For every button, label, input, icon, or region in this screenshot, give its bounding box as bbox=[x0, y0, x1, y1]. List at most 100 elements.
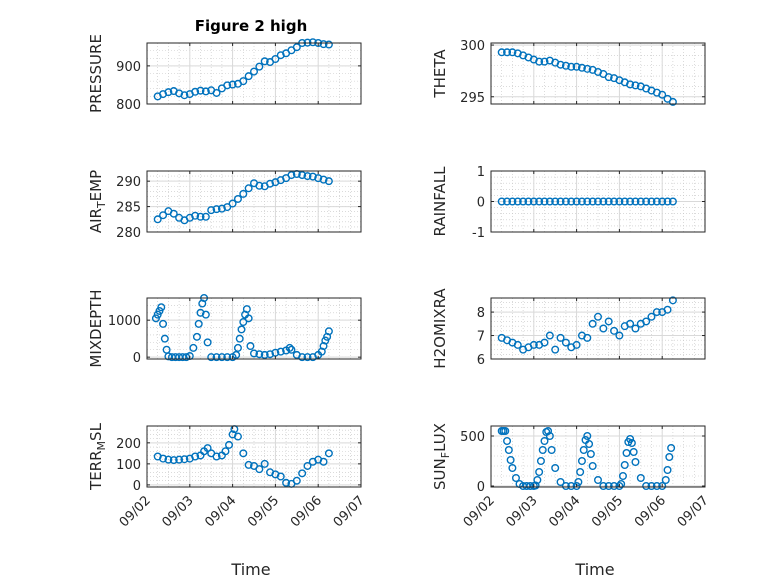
data-point bbox=[668, 296, 677, 305]
data-point bbox=[223, 81, 232, 90]
data-point bbox=[223, 203, 232, 212]
data-point bbox=[631, 458, 640, 467]
data-point bbox=[561, 61, 570, 70]
data-point bbox=[212, 88, 221, 97]
data-point bbox=[244, 72, 253, 81]
data-point bbox=[157, 303, 166, 312]
x-axis-label-left: Time bbox=[230, 560, 270, 579]
data-point bbox=[319, 40, 328, 49]
data-point bbox=[308, 172, 317, 181]
data-point bbox=[540, 57, 549, 66]
data-point bbox=[233, 194, 242, 203]
data-point bbox=[627, 439, 636, 448]
data-point bbox=[508, 464, 517, 473]
data-point bbox=[255, 350, 264, 359]
data-point bbox=[663, 197, 672, 206]
data-point bbox=[572, 197, 581, 206]
series-markers bbox=[151, 294, 333, 362]
data-point bbox=[545, 331, 554, 340]
data-point bbox=[319, 457, 328, 466]
data-point bbox=[668, 197, 677, 206]
y-axis-label: PRESSURE bbox=[87, 34, 105, 113]
y-axis-label: H2OMIXRA bbox=[431, 288, 449, 369]
data-point bbox=[572, 62, 581, 71]
y-axis-label: THETA bbox=[431, 49, 449, 99]
data-point bbox=[217, 204, 226, 213]
data-point bbox=[668, 97, 677, 106]
data-point bbox=[647, 482, 656, 491]
data-point bbox=[239, 449, 248, 458]
data-point bbox=[201, 310, 210, 319]
series-markers bbox=[497, 197, 677, 206]
y-tick-label: 0 bbox=[477, 196, 485, 211]
y-tick-label: 280 bbox=[116, 226, 141, 241]
data-point bbox=[551, 197, 560, 206]
data-point bbox=[576, 468, 585, 477]
data-point bbox=[618, 472, 627, 481]
data-point bbox=[203, 338, 212, 347]
data-point bbox=[324, 449, 333, 458]
x-axis-label: Time bbox=[230, 560, 270, 579]
data-point bbox=[196, 212, 205, 221]
data-point bbox=[292, 43, 301, 52]
data-point bbox=[282, 478, 291, 487]
data-point bbox=[642, 197, 651, 206]
data-point bbox=[631, 81, 640, 90]
data-point bbox=[663, 305, 672, 314]
data-point bbox=[255, 181, 264, 190]
data-point bbox=[506, 456, 515, 465]
data-point bbox=[626, 197, 635, 206]
data-point bbox=[303, 172, 312, 181]
data-point bbox=[661, 476, 670, 485]
data-point bbox=[285, 343, 294, 352]
y-tick-label: 6 bbox=[477, 353, 485, 368]
data-point bbox=[501, 427, 510, 436]
data-point bbox=[324, 327, 333, 336]
data-point bbox=[246, 342, 255, 351]
data-point bbox=[574, 478, 583, 487]
data-point bbox=[652, 197, 661, 206]
data-point bbox=[164, 455, 173, 464]
data-point bbox=[225, 440, 234, 449]
data-point bbox=[588, 462, 597, 471]
series-markers bbox=[497, 296, 677, 354]
data-point bbox=[556, 333, 565, 342]
data-point bbox=[298, 171, 307, 180]
data-point bbox=[647, 197, 656, 206]
data-point bbox=[497, 197, 506, 206]
subplot-2: 295 300 THETA bbox=[431, 39, 706, 106]
y-tick-label: -1 bbox=[472, 226, 485, 241]
data-point bbox=[508, 48, 517, 57]
data-point bbox=[594, 476, 603, 485]
data-point bbox=[577, 63, 586, 72]
data-point bbox=[180, 455, 189, 464]
y-tick-label: 500 bbox=[460, 430, 485, 445]
data-point bbox=[235, 334, 244, 343]
data-point bbox=[175, 455, 184, 464]
data-point bbox=[583, 197, 592, 206]
data-point bbox=[583, 333, 592, 342]
data-point bbox=[319, 175, 328, 184]
data-point bbox=[615, 197, 624, 206]
data-point bbox=[513, 197, 522, 206]
subplot-4: -1 0 1 RAINFALL bbox=[431, 165, 706, 241]
data-point bbox=[586, 450, 595, 459]
data-point bbox=[642, 317, 651, 326]
data-point bbox=[647, 312, 656, 321]
data-point bbox=[503, 48, 512, 57]
data-point bbox=[636, 197, 645, 206]
data-point bbox=[249, 67, 258, 76]
data-point bbox=[153, 215, 162, 224]
data-point bbox=[536, 457, 545, 466]
data-point bbox=[287, 171, 296, 180]
data-point bbox=[594, 312, 603, 321]
subplot-1: 800 900 PRESSURE bbox=[87, 34, 362, 113]
data-point bbox=[561, 338, 570, 347]
data-point bbox=[551, 345, 560, 354]
data-point bbox=[599, 482, 608, 491]
data-point bbox=[583, 64, 592, 73]
grid bbox=[147, 43, 361, 104]
data-point bbox=[588, 197, 597, 206]
data-point bbox=[567, 197, 576, 206]
data-point bbox=[585, 440, 594, 449]
